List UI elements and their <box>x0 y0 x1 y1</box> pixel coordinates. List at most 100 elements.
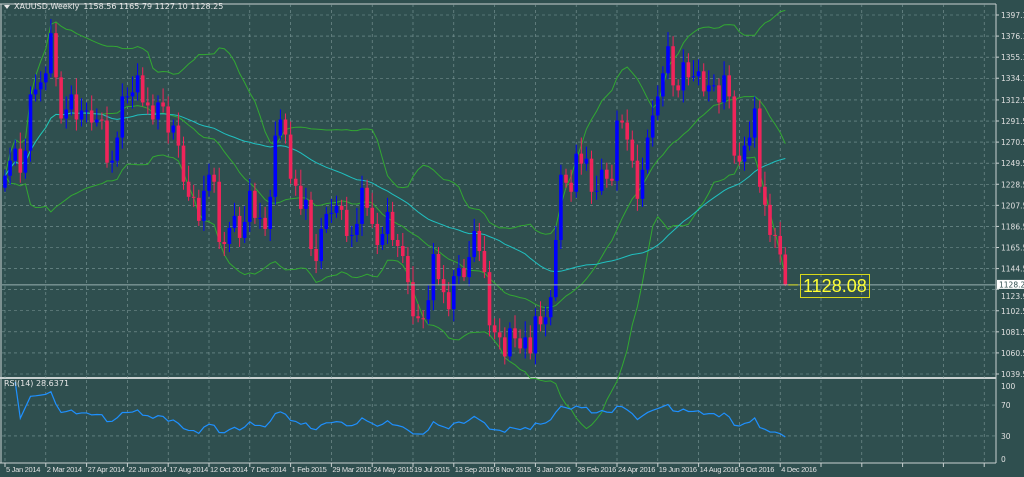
candle-bearish <box>503 337 507 357</box>
candle-bullish <box>452 276 456 310</box>
price-tick-label: 1291.50 <box>1001 117 1024 126</box>
time-tick-label: 1 Feb 2015 <box>292 465 327 474</box>
candle-bearish <box>589 158 594 192</box>
time-tick-label: 17 Aug 2014 <box>169 465 208 474</box>
candle-bullish <box>268 196 272 229</box>
candle-bullish <box>44 73 48 83</box>
candle-bullish <box>324 213 329 229</box>
candle-bearish <box>161 102 165 107</box>
time-tick-label: 7 Dec 2014 <box>251 465 286 474</box>
candle-bearish <box>528 337 533 354</box>
candle-bullish <box>115 137 119 161</box>
price-tick-label: 1376.10 <box>1001 32 1024 41</box>
candle-bullish <box>355 223 359 235</box>
candle-bearish <box>676 85 680 91</box>
candle-bullish <box>457 268 461 277</box>
candle-bullish <box>156 102 160 120</box>
candle-bearish <box>365 187 369 208</box>
candle-bearish <box>217 181 221 242</box>
candle-bearish <box>395 239 400 247</box>
candle-bullish <box>650 115 655 138</box>
candle-bearish <box>299 185 303 209</box>
candle-bearish <box>18 148 23 173</box>
candle-bullish <box>742 145 747 162</box>
candle-bearish <box>579 153 584 164</box>
candle-bearish <box>768 204 772 235</box>
candle-bearish <box>166 106 170 133</box>
candle-bearish <box>411 282 415 317</box>
candle-bearish <box>151 105 155 120</box>
candle-bearish <box>375 223 380 245</box>
candle-bearish <box>518 338 522 349</box>
rsi-line <box>14 381 786 438</box>
price-tick-label: 1334.10 <box>1001 74 1024 83</box>
candle-bullish <box>467 257 471 278</box>
candle-bullish <box>232 215 237 228</box>
candle-bearish <box>605 169 609 179</box>
candle-bullish <box>615 120 619 181</box>
candle-bullish <box>242 221 247 238</box>
candle-bullish <box>69 94 74 110</box>
candle-bearish <box>717 85 721 103</box>
time-tick-label: 27 Apr 2014 <box>88 465 125 474</box>
candle-bearish <box>487 272 492 326</box>
dropdown-triangle-icon[interactable] <box>4 4 10 9</box>
candle-bullish <box>227 227 232 244</box>
candle-bearish <box>146 102 150 106</box>
candle-bullish <box>350 234 354 236</box>
candle-bearish <box>406 256 410 283</box>
candle-bearish <box>309 199 313 250</box>
candle-bullish <box>84 110 89 112</box>
price-tick-label: 1207.50 <box>1001 201 1024 210</box>
candle-bearish <box>293 178 298 186</box>
candle-bullish <box>594 190 599 192</box>
candle-bearish <box>74 94 79 120</box>
candle-bearish <box>482 251 487 273</box>
candle-bearish <box>564 174 568 183</box>
candle-bullish <box>640 169 645 199</box>
price-tick-label: 1355.10 <box>1001 53 1024 62</box>
candle-bullish <box>360 187 364 224</box>
chart-header: XAUUSD,Weekly 1158.56 1165.79 1127.10 11… <box>4 2 223 11</box>
rsi-tick-label: 30 <box>1001 432 1011 441</box>
candle-bearish <box>401 246 405 257</box>
candle-bullish <box>584 158 589 164</box>
time-tick-label: 24 Apr 2016 <box>618 465 655 474</box>
candle-bullish <box>258 217 262 219</box>
candle-bullish <box>599 169 604 191</box>
candle-bullish <box>13 148 17 161</box>
candle-bearish <box>416 316 420 319</box>
candle-bullish <box>712 85 716 87</box>
candle-bullish <box>79 110 84 120</box>
candle-bearish <box>222 241 227 244</box>
candle-bullish <box>380 233 385 245</box>
candle-bullish <box>548 297 553 318</box>
candle-bullish <box>38 82 43 90</box>
candle-bearish <box>727 75 731 97</box>
candle-bullish <box>135 75 140 93</box>
candle-bullish <box>722 75 726 103</box>
candle-bearish <box>191 196 196 198</box>
candle-bullish <box>248 190 252 222</box>
candle-bullish <box>696 71 701 77</box>
candle-bullish <box>207 174 211 191</box>
price-tick-label: 1102.50 <box>1001 307 1024 316</box>
candle-bullish <box>49 33 53 74</box>
candle-bearish <box>288 134 293 179</box>
candle-bullish <box>661 73 665 97</box>
price-tick-label: 1123.90 <box>1001 292 1024 301</box>
bollinger-lower-band <box>4 154 786 430</box>
candle-bearish <box>778 235 782 255</box>
candle-bearish <box>370 207 374 224</box>
candle-bullish <box>130 92 135 97</box>
current-price-tag-label: 1128.25 <box>999 280 1024 289</box>
candle-bearish <box>339 205 344 210</box>
candle-bearish <box>610 178 614 181</box>
candle-bearish <box>513 328 517 339</box>
candle-bullish <box>681 62 686 91</box>
candle-bullish <box>747 137 752 146</box>
candle-bullish <box>125 96 130 98</box>
time-tick-label: 8 Nov 2015 <box>496 465 531 474</box>
time-tick-label: 3 Jan 2016 <box>536 465 570 474</box>
